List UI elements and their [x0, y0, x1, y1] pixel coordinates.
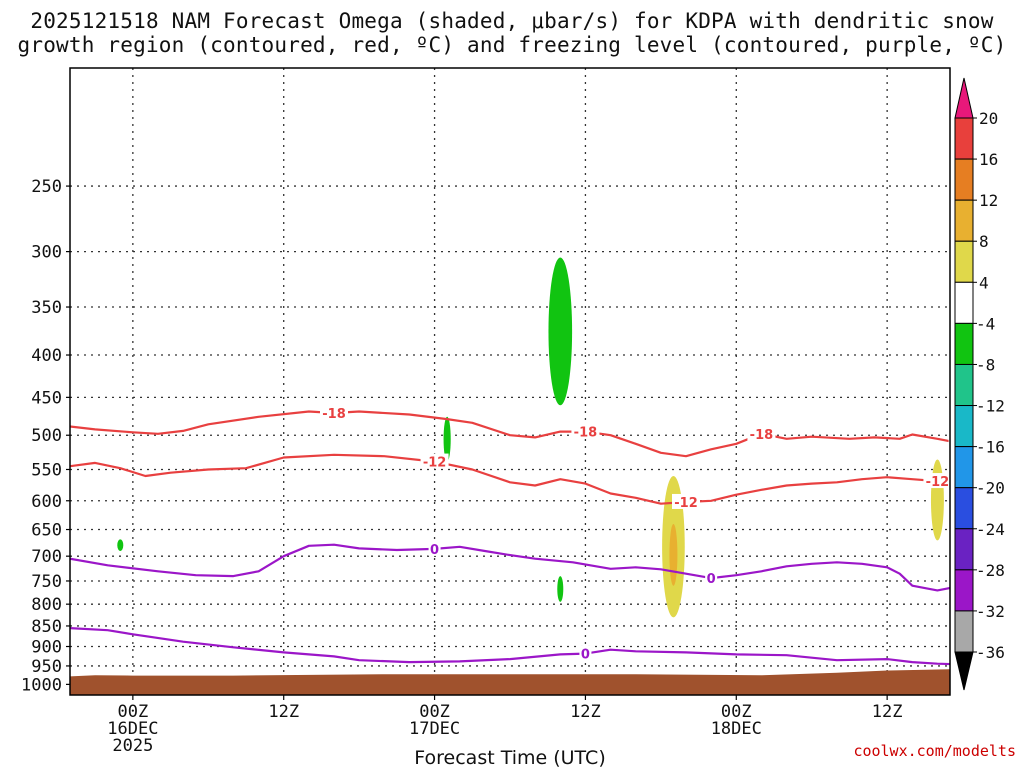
colorbar-label: -8: [976, 355, 995, 374]
colorbar-swatch: [954, 569, 974, 612]
y-tick-label: 650: [31, 521, 62, 541]
y-tick-label: 450: [31, 388, 62, 408]
omega-shaded-region: [548, 257, 573, 406]
contour-label: -18: [574, 426, 598, 441]
contour-label: -12: [926, 475, 950, 490]
colorbar-label: 8: [979, 232, 989, 251]
colorbar-label: 16: [979, 150, 998, 169]
y-tick-label: 700: [31, 547, 62, 567]
contour-label: -18: [322, 407, 346, 422]
contour-label: -12: [423, 456, 447, 471]
contour-line: [70, 410, 950, 458]
contour-label-bg: [571, 423, 600, 439]
colorbar-swatch: [954, 199, 974, 242]
colorbar-swatch: [954, 405, 974, 448]
colorbar-swatch: [954, 117, 974, 160]
y-tick-label: 500: [31, 426, 62, 446]
omega-shaded-region: [930, 459, 944, 541]
x-axis-label: Forecast Time (UTC): [414, 747, 605, 768]
y-tick-label: 950: [31, 657, 62, 677]
colorbar-label: -16: [976, 438, 1005, 457]
contour-label: -18: [750, 428, 774, 443]
colorbar-swatch: [954, 158, 974, 201]
colorbar-label: -28: [976, 561, 1005, 580]
x-tick-label: 12Z: [872, 702, 903, 722]
credit-link[interactable]: coolwx.com/modelts: [853, 742, 1016, 760]
chart-title-line1: 2025121518 NAM Forecast Omega (shaded, μ…: [30, 9, 994, 33]
contour-label: -12: [674, 496, 698, 511]
plot-frame: [69, 67, 951, 696]
contour-label-bg: [579, 645, 592, 661]
contour-line: [70, 627, 950, 666]
colorbar-label: 4: [979, 273, 989, 292]
plot-content: -18-18-18-18-12-12-120000: [70, 68, 950, 695]
y-tick-label: 400: [31, 346, 62, 366]
contour-label-bg: [705, 570, 718, 586]
colorbar-label: -12: [976, 397, 1005, 416]
colorbar-swatch: [954, 322, 974, 365]
plot-area: [70, 68, 950, 695]
colorbar-bottom-arrow: [954, 651, 974, 691]
colorbar-label: 20: [979, 109, 998, 128]
contour-label: 0: [581, 648, 590, 663]
y-tick-label: 350: [31, 298, 62, 318]
omega-shaded-region: [557, 576, 564, 602]
x-tick-label: 16DEC: [107, 719, 158, 739]
colorbar-swatch: [954, 446, 974, 489]
contour-label-bg: [420, 453, 449, 469]
colorbar-label: -20: [976, 479, 1005, 498]
omega-shaded-region: [443, 416, 451, 462]
chart-title-line2: growth region (contoured, red, ºC) and f…: [17, 33, 1007, 57]
y-tick-label: 1000: [21, 675, 62, 695]
colorbar-swatch: [954, 528, 974, 571]
x-tick-label: 17DEC: [409, 719, 460, 739]
y-tick-label: 750: [31, 572, 62, 592]
y-tick-label: 900: [31, 638, 62, 658]
contour-label-bg: [672, 493, 700, 509]
colorbar-label: -36: [976, 643, 1005, 662]
x-tick-label: 12Z: [570, 702, 601, 722]
omega-shaded-region: [117, 539, 124, 551]
y-tick-label: 800: [31, 595, 62, 615]
contour-label-bg: [747, 425, 776, 441]
colorbar-label: -4: [976, 314, 995, 333]
colorbar-label: -32: [976, 602, 1005, 621]
y-tick-label: 600: [31, 492, 62, 512]
colorbar-swatch: [954, 281, 974, 324]
contour-label: 0: [430, 543, 439, 558]
colorbar-swatch: [954, 363, 974, 407]
colorbar-label: -24: [976, 520, 1005, 539]
y-tick-label: 300: [31, 243, 62, 263]
contour-line: [70, 543, 950, 592]
y-tick-label: 850: [31, 617, 62, 637]
x-tick-label: 00Z: [721, 702, 752, 722]
contour-label-bg: [428, 540, 441, 556]
colorbar-swatch: [954, 610, 974, 653]
contour-label-bg: [923, 473, 950, 489]
omega-shaded-region: [669, 523, 678, 586]
x-tick-label: 00Z: [117, 702, 148, 722]
contour-label-bg: [320, 404, 348, 420]
y-tick-label: 550: [31, 460, 62, 480]
x-tick-label: 12Z: [268, 702, 299, 722]
colorbar-top-arrow: [954, 77, 974, 119]
x-tick-label: 00Z: [419, 702, 450, 722]
x-tick-label: 2025: [112, 736, 153, 756]
colorbar-label: 12: [979, 191, 998, 210]
x-tick-label: 18DEC: [711, 719, 762, 739]
terrain-below-ground: [70, 669, 950, 695]
colorbar-swatch: [954, 487, 974, 530]
y-tick-label: 250: [31, 177, 62, 197]
colorbar-swatch: [954, 240, 974, 283]
contour-label: 0: [707, 572, 716, 587]
